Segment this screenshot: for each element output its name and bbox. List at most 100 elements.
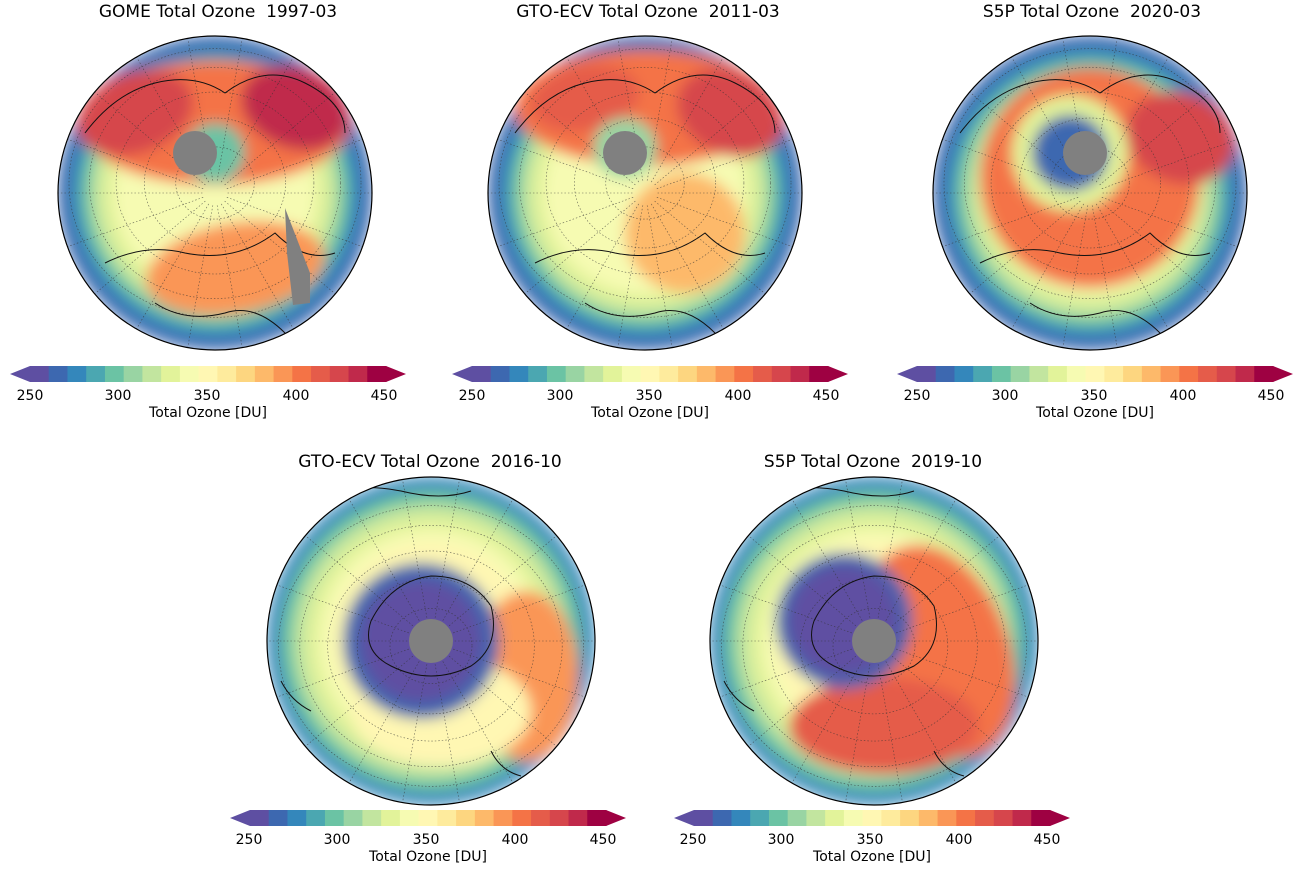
colorbar-3-tick-400: 400: [1169, 388, 1197, 404]
colorbar-3: [897, 366, 1293, 382]
colorbar-segment: [509, 366, 529, 382]
ozone-high-region: [146, 221, 324, 315]
colorbar-segment: [287, 810, 307, 826]
colorbar-extend-high: [386, 366, 406, 382]
colorbar-segment: [678, 366, 698, 382]
colorbar-segment: [306, 810, 326, 826]
colorbar-segment: [86, 366, 106, 382]
colorbar-segment: [250, 810, 270, 826]
colorbar-segment: [659, 366, 679, 382]
colorbar-segment: [1031, 810, 1051, 826]
colorbar-extend-high: [828, 366, 848, 382]
colorbar-segment: [881, 810, 901, 826]
colorbar-1-label: Total Ozone [DU]: [149, 405, 267, 421]
colorbar-segment: [531, 810, 551, 826]
colorbar-segment: [715, 366, 735, 382]
colorbar-2: [452, 366, 848, 382]
colorbar-4-tick-450: 450: [589, 832, 617, 848]
colorbar-2-tick-450: 450: [812, 388, 840, 404]
colorbar-4: [230, 810, 626, 826]
colorbar-segment: [712, 810, 732, 826]
colorbar-segment: [67, 366, 87, 382]
colorbar-segment: [1104, 366, 1124, 382]
colorbar-segment: [236, 366, 256, 382]
colorbar-segment: [787, 810, 807, 826]
ozone-field: [58, 36, 372, 350]
colorbar-segment: [528, 366, 548, 382]
colorbar-segment: [825, 810, 845, 826]
colorbar-segment: [490, 366, 510, 382]
colorbar-segment: [348, 366, 368, 382]
colorbar-segment: [568, 810, 588, 826]
colorbar-1-tick-450: 450: [370, 388, 398, 404]
colorbar-4-tick-250: 250: [235, 832, 263, 848]
colorbar-3-label: Total Ozone [DU]: [1036, 405, 1154, 421]
colorbar-segment: [753, 366, 773, 382]
colorbar-segment: [935, 366, 955, 382]
colorbar-segment: [474, 810, 495, 826]
colorbar-segment: [104, 366, 125, 382]
colorbar-segment: [917, 366, 937, 382]
colorbar-segment: [362, 810, 382, 826]
colorbar-5-tick-250: 250: [679, 832, 707, 848]
colorbar-segment: [329, 366, 350, 382]
colorbar-segment: [493, 810, 513, 826]
colorbar-segment: [603, 366, 623, 382]
panel-title-3: S5P Total Ozone 2020-03: [982, 2, 1202, 22]
colorbar-3-tick-250: 250: [903, 388, 931, 404]
coastlines: [723, 487, 965, 777]
colorbar-segment: [273, 366, 293, 382]
colorbar-segment: [584, 366, 604, 382]
coastlines: [84, 74, 346, 334]
colorbar-segment: [565, 366, 585, 382]
colorbar-1-tick-250: 250: [16, 388, 44, 404]
colorbar-segment: [768, 810, 789, 826]
colorbar-segment: [418, 810, 438, 826]
colorbar-2-tick-400: 400: [724, 388, 752, 404]
colorbar-segment: [991, 366, 1012, 382]
polar-map-3: [932, 35, 1248, 351]
polar-map-2: [487, 35, 803, 351]
colorbar-extend-low: [230, 810, 250, 826]
polar-data-gap: [603, 131, 647, 175]
ozone-high-region: [625, 173, 745, 293]
graticule: [710, 479, 1038, 803]
globe-outline: [57, 35, 373, 351]
polar-map-5: [709, 476, 1039, 806]
colorbar-segment: [268, 810, 288, 826]
colorbar-segment: [918, 810, 939, 826]
colorbar-segment: [437, 810, 457, 826]
colorbar-segment: [142, 366, 162, 382]
colorbar-5-tick-300: 300: [767, 832, 795, 848]
globe-outline: [487, 35, 803, 351]
colorbar-4-tick-300: 300: [323, 832, 351, 848]
panel-title-5: S5P Total Ozone 2019-10: [763, 452, 983, 472]
panel-title-4: GTO-ECV Total Ozone 2016-10: [298, 452, 562, 472]
panel-title-1: GOME Total Ozone 1997-03: [98, 2, 338, 22]
colorbar-segment: [843, 810, 864, 826]
ozone-high-region: [241, 65, 349, 151]
colorbar-5: [674, 810, 1070, 826]
colorbar-segment: [954, 366, 974, 382]
colorbar-4-tick-350: 350: [412, 832, 440, 848]
colorbar-segment: [694, 810, 714, 826]
colorbar-segment: [546, 366, 567, 382]
colorbar-segment: [862, 810, 882, 826]
colorbar-segment: [512, 810, 532, 826]
colorbar-segment: [1085, 366, 1105, 382]
globe-outline: [709, 476, 1039, 806]
colorbar-3-tick-300: 300: [991, 388, 1019, 404]
colorbar-segment: [750, 810, 770, 826]
colorbar-segment: [30, 366, 50, 382]
colorbar-segment: [472, 366, 492, 382]
ozone-high-region: [677, 68, 783, 158]
colorbar-extend-high: [606, 810, 626, 826]
colorbar-segment: [1123, 366, 1143, 382]
colorbar-1-tick-300: 300: [104, 388, 132, 404]
colorbar-segment: [587, 810, 607, 826]
colorbar-segment: [198, 366, 218, 382]
colorbar-segment: [48, 366, 68, 382]
colorbar-2-tick-350: 350: [635, 388, 663, 404]
colorbar-extend-high: [1273, 366, 1293, 382]
colorbar-segment: [254, 366, 275, 382]
